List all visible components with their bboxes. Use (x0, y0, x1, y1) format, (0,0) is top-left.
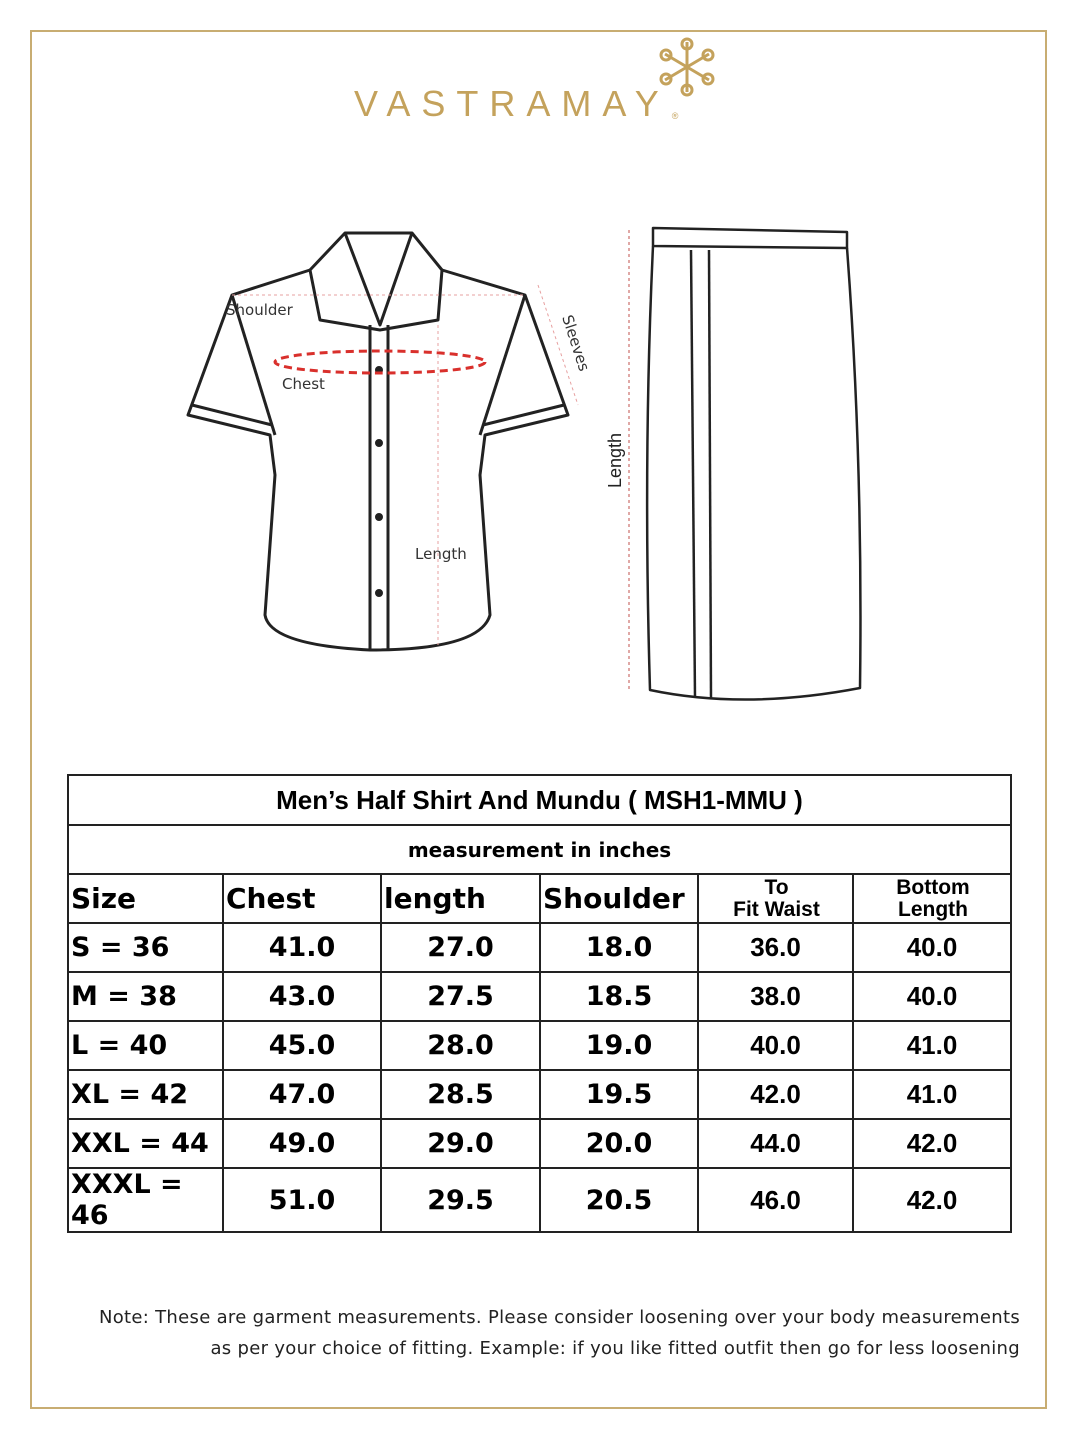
sleeves-label: Sleeves (558, 313, 593, 374)
waist-cell: 38.0 (697, 971, 854, 1022)
shoulder-cell: 20.5 (539, 1167, 699, 1233)
chest-cell: 45.0 (222, 1020, 382, 1071)
table-row: S = 36 41.0 27.0 18.0 36.0 40.0 (67, 922, 1012, 973)
brand-flower-icon (659, 37, 715, 97)
size-cell: XXL = 44 (67, 1118, 224, 1169)
table-subtitle: measurement in inches (67, 824, 1012, 875)
shoulder-cell: 20.0 (539, 1118, 699, 1169)
size-cell: S = 36 (67, 922, 224, 973)
note-line-2: as per your choice of fitting. Example: … (210, 1338, 1020, 1359)
brand-logo-row: VASTRAMAY ® (354, 84, 678, 124)
waist-cell: 44.0 (697, 1118, 854, 1169)
waist-cell: 36.0 (697, 922, 854, 973)
waist-cell: 40.0 (697, 1020, 854, 1071)
header-bottom-line-2: Length (898, 897, 968, 921)
header-chest: Chest (222, 873, 382, 924)
waist-cell: 46.0 (697, 1167, 854, 1233)
bottom-length-cell: 41.0 (852, 1020, 1012, 1071)
page-border (30, 30, 1047, 1409)
length-cell: 28.0 (380, 1020, 541, 1071)
mundu-diagram: Length (605, 226, 862, 701)
header-length: length (380, 873, 541, 924)
length-cell: 29.0 (380, 1118, 541, 1169)
shoulder-cell: 18.5 (539, 971, 699, 1022)
chest-cell: 43.0 (222, 971, 382, 1022)
chest-cell: 49.0 (222, 1118, 382, 1169)
shoulder-label: Shoulder (226, 301, 294, 319)
bottom-length-cell: 42.0 (852, 1118, 1012, 1169)
size-cell: M = 38 (67, 971, 224, 1022)
table-title: Men’s Half Shirt And Mundu ( MSH1-MMU ) (67, 774, 1012, 826)
shoulder-cell: 19.5 (539, 1069, 699, 1120)
note-line-1: Note: These are garment measurements. Pl… (98, 1307, 1020, 1328)
table-row: XXL = 44 49.0 29.0 20.0 44.0 42.0 (67, 1118, 1012, 1169)
size-cell: L = 40 (67, 1020, 224, 1071)
header-waist-line-1: To (764, 875, 789, 899)
header-shoulder: Shoulder (539, 873, 699, 924)
header-waist-line-2: Fit Waist (733, 897, 820, 921)
chest-label: Chest (282, 375, 325, 393)
bottom-length-cell: 40.0 (852, 922, 1012, 973)
bottom-length-cell: 40.0 (852, 971, 1012, 1022)
length-cell: 28.5 (380, 1069, 541, 1120)
table-row: XXXL = 46 51.0 29.5 20.5 46.0 42.0 (67, 1167, 1012, 1233)
fitting-note: Note: These are garment measurements. Pl… (99, 1302, 1020, 1364)
chest-cell: 51.0 (222, 1167, 382, 1233)
registered-mark: ® (671, 111, 679, 121)
length-cell: 29.5 (380, 1167, 541, 1233)
brand-logo: VASTRAMAY (354, 83, 670, 124)
table-row: XL = 42 47.0 28.5 19.5 42.0 41.0 (67, 1069, 1012, 1120)
length-cell: 27.5 (380, 971, 541, 1022)
mundu-length-label: Length (605, 433, 625, 488)
bottom-length-cell: 42.0 (852, 1167, 1012, 1233)
waist-cell: 42.0 (697, 1069, 854, 1120)
shirt-diagram: Shoulder Chest Sleeves Length (186, 231, 593, 652)
chest-measure-line (273, 349, 487, 375)
table-row: M = 38 43.0 27.5 18.5 38.0 40.0 (67, 971, 1012, 1022)
header-bottom-length: Bottom Length (852, 873, 1012, 924)
length-cell: 27.0 (380, 922, 541, 973)
chest-cell: 41.0 (222, 922, 382, 973)
shirt-length-label: Length (415, 545, 467, 563)
header-size: Size (67, 873, 224, 924)
size-chart-table: Men’s Half Shirt And Mundu ( MSH1-MMU ) … (67, 774, 1012, 1233)
shoulder-cell: 18.0 (539, 922, 699, 973)
table-row: L = 40 45.0 28.0 19.0 40.0 41.0 (67, 1020, 1012, 1071)
shoulder-cell: 19.0 (539, 1020, 699, 1071)
table-header-row: Size Chest length Shoulder To Fit Waist B… (67, 873, 1012, 924)
size-cell: XL = 42 (67, 1069, 224, 1120)
header-to-fit-waist: To Fit Waist (697, 873, 854, 924)
bottom-length-cell: 41.0 (852, 1069, 1012, 1120)
chest-cell: 47.0 (222, 1069, 382, 1120)
header-bottom-line-1: Bottom (896, 875, 970, 899)
size-cell: XXXL = 46 (67, 1167, 224, 1233)
